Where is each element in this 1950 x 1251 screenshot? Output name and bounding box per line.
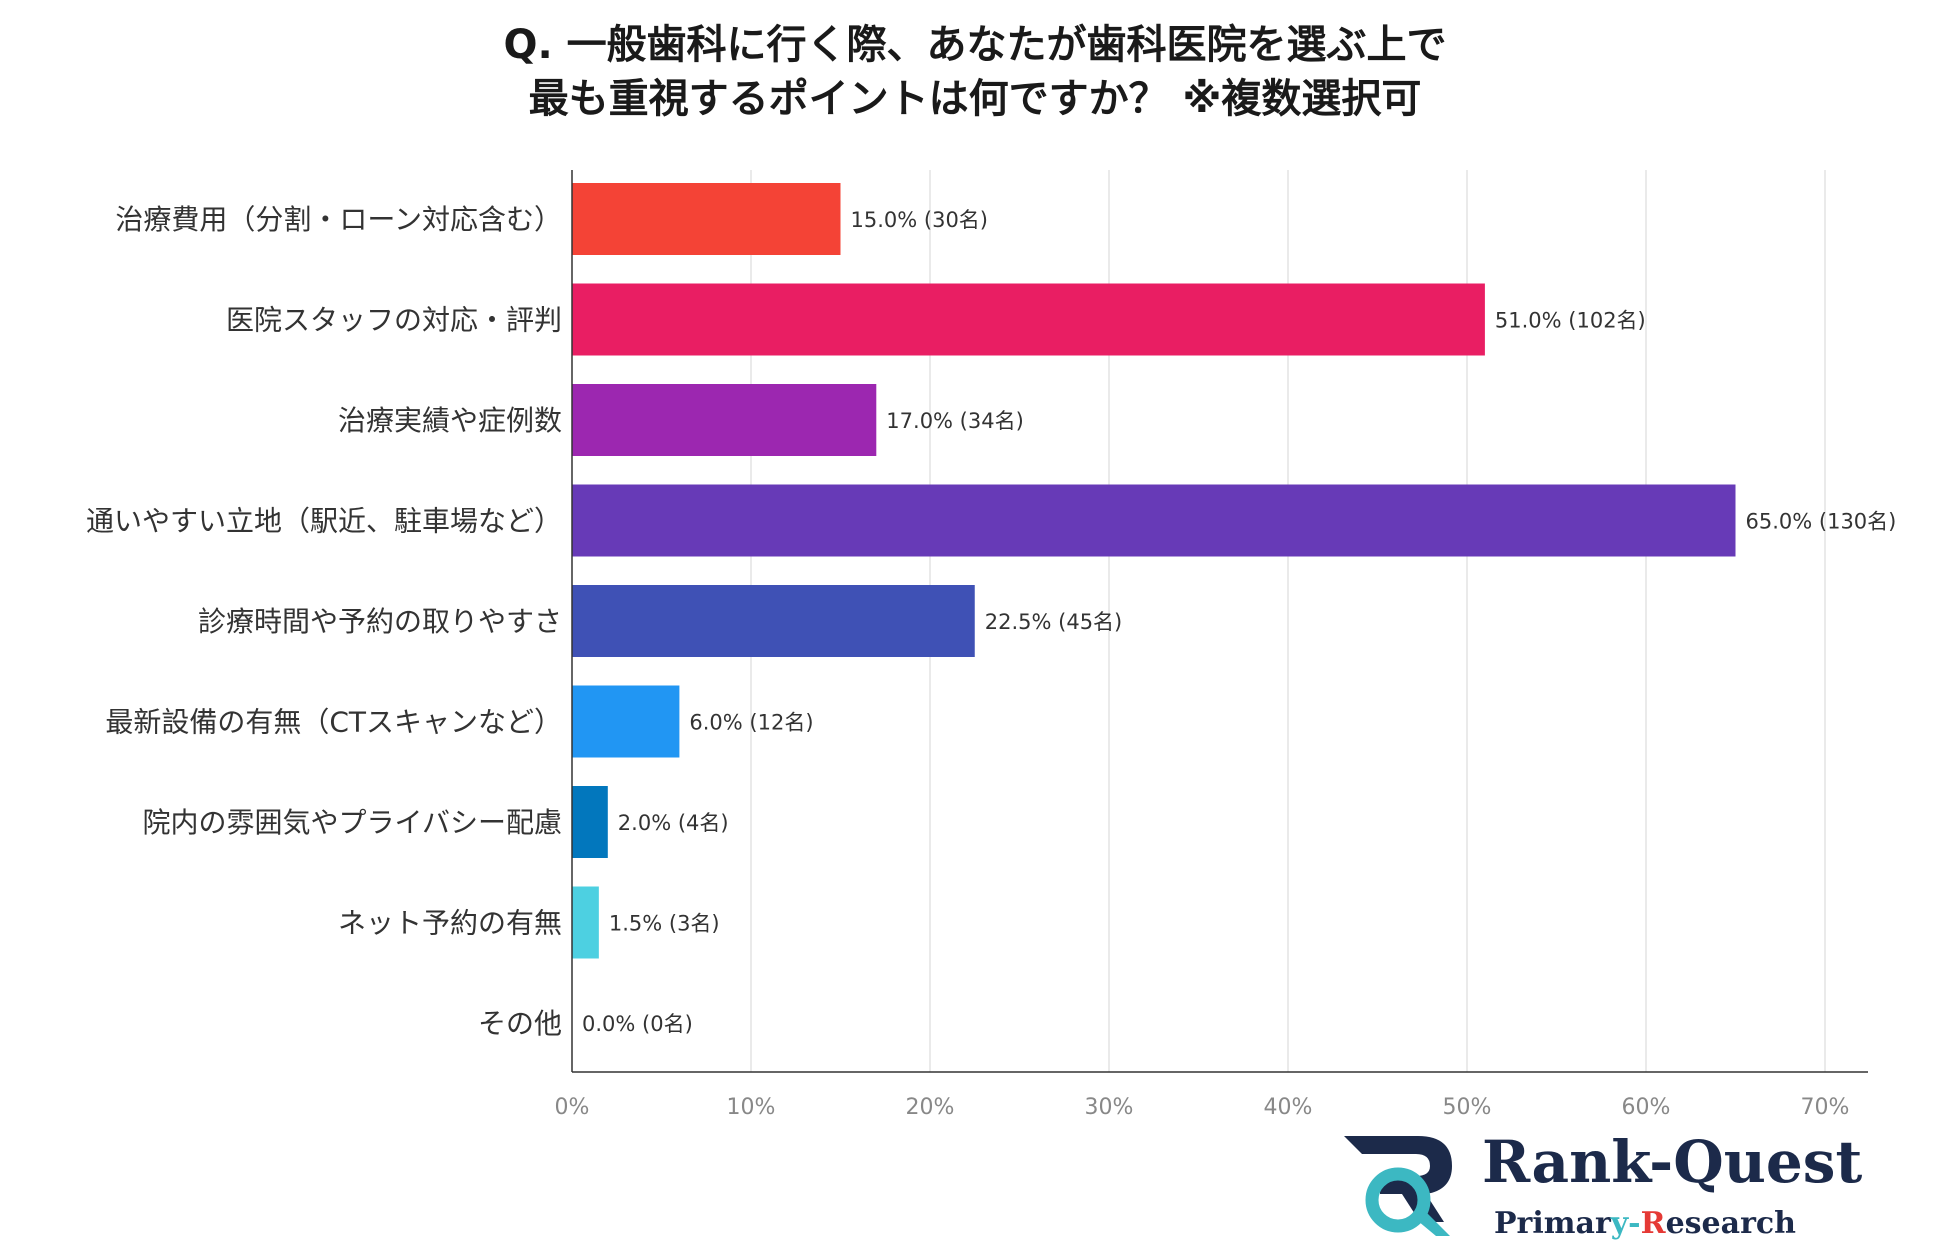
value-label: 2.0% (4名) (618, 811, 729, 835)
chart-title: Q. 一般歯科に行く際、あなたが歯科医院を選ぶ上で 最も重視するポイントは何です… (0, 18, 1950, 126)
bar (572, 585, 975, 657)
x-tick-label: 0% (555, 1095, 590, 1120)
logo-sub-part-3: R (1640, 1206, 1666, 1241)
bar (572, 283, 1485, 356)
x-tick-label: 20% (906, 1095, 955, 1120)
x-tick-label: 50% (1443, 1095, 1492, 1120)
category-label: ネット予約の有無 (338, 907, 562, 940)
rq-logo-mark-icon (1344, 1136, 1452, 1236)
bar (572, 886, 599, 959)
bars (572, 183, 1736, 959)
bar (572, 183, 841, 255)
bar (572, 685, 680, 758)
category-label: 治療実績や症例数 (338, 404, 562, 437)
value-label: 0.0% (0名) (582, 1012, 693, 1036)
x-tick-label: 40% (1264, 1095, 1313, 1120)
axes (571, 170, 1868, 1073)
x-tick-label: 30% (1085, 1095, 1134, 1120)
value-label: 22.5% (45名) (985, 610, 1123, 634)
chart-title-line-1: Q. 一般歯科に行く際、あなたが歯科医院を選ぶ上で (503, 22, 1447, 68)
value-label: 51.0% (102名) (1495, 309, 1646, 333)
x-tick-label: 60% (1622, 1095, 1671, 1120)
category-label: 院内の雰囲気やプライバシー配慮 (143, 806, 562, 839)
logo-title-quest: Quest (1673, 1128, 1863, 1196)
category-label: 通いやすい立地（駅近、駐車場など） (86, 505, 562, 538)
labels: 0% 10% 20% 30% 40% 50% 60% 70% 治療費用（分割・ローン対応含む） 1… (86, 203, 1896, 1120)
bar (572, 484, 1736, 557)
category-label: 医院スタッフの対応・評判 (226, 304, 562, 337)
logo-title-rank: Rank- (1482, 1128, 1674, 1196)
logo-sub-part-1: Primar (1494, 1206, 1611, 1241)
category-label: 最新設備の有無（CTスキャンなど） (105, 706, 562, 739)
logo-sub-part-2: y- (1610, 1206, 1641, 1241)
category-label: その他 (478, 1007, 562, 1040)
logo-sub-part-4: esearch (1665, 1206, 1796, 1241)
category-label: 治療費用（分割・ローン対応含む） (115, 203, 562, 236)
x-tick-label: 70% (1801, 1095, 1850, 1120)
bar (572, 786, 608, 858)
value-label: 17.0% (34名) (886, 409, 1024, 433)
bar (572, 384, 877, 456)
value-label: 15.0% (30名) (851, 208, 989, 232)
value-label: 65.0% (130名) (1746, 510, 1897, 534)
logo-title: Rank-Quest (1482, 1128, 1862, 1196)
category-label: 診療時間や予約の取りやすさ (198, 605, 562, 638)
value-label: 6.0% (12名) (689, 711, 813, 735)
rank-quest-logo: Rank-Quest Primary-Research (1340, 1128, 1862, 1248)
value-label: 1.5% (3名) (609, 912, 720, 936)
x-tick-label: 10% (727, 1095, 776, 1120)
logo-subtitle: Primary-Research (1494, 1206, 1796, 1241)
chart-title-line-2: 最も重視するポイントは何ですか？ ※複数選択可 (528, 76, 1422, 122)
